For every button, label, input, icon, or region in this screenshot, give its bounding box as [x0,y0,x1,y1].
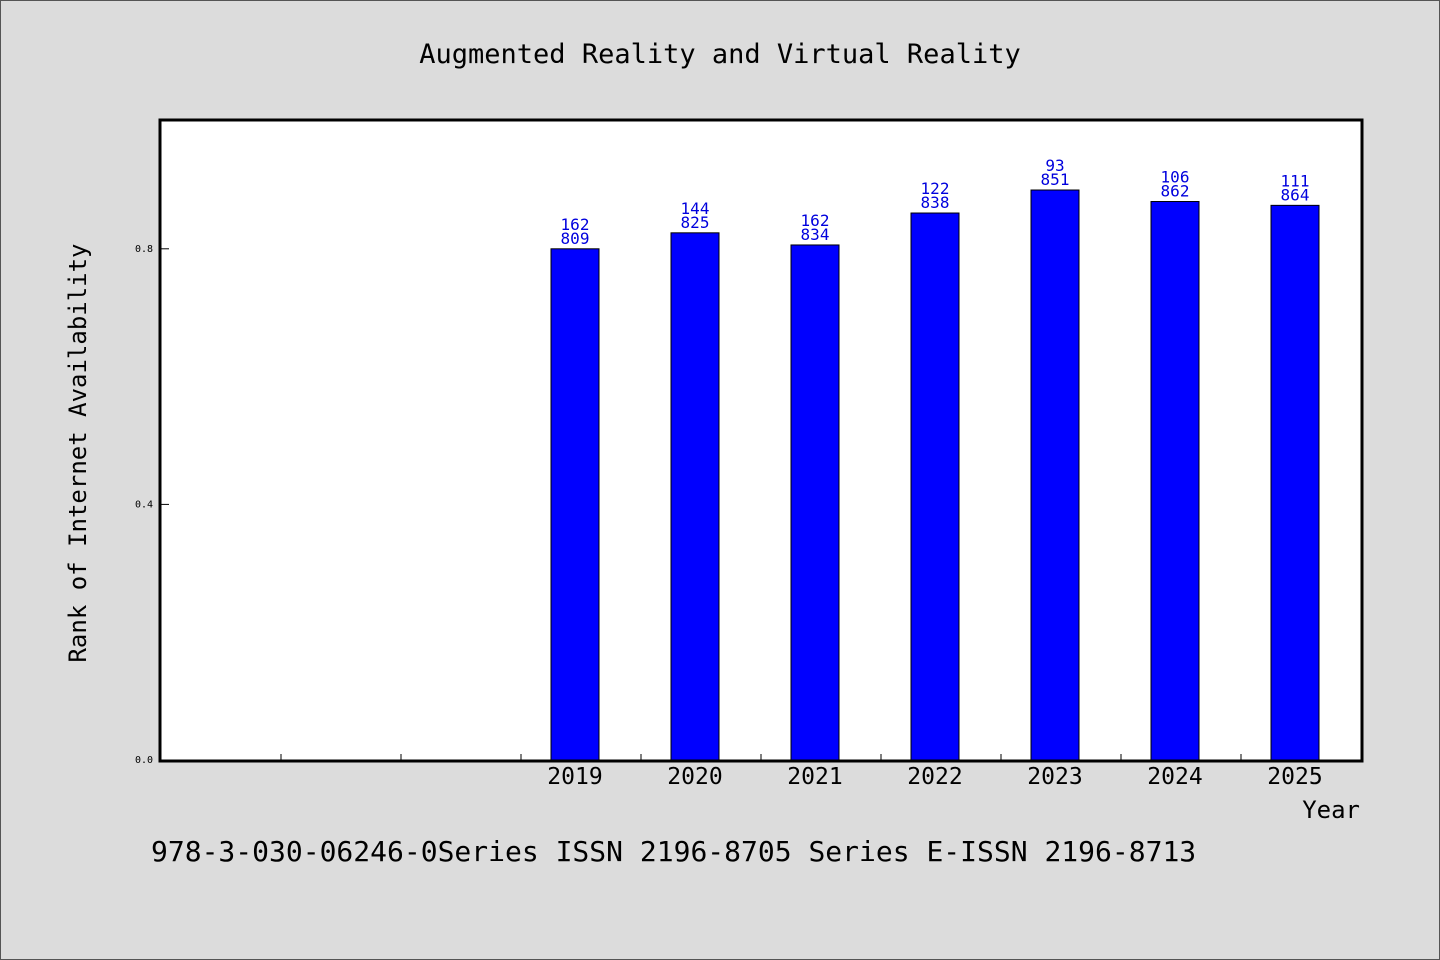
x-axis-title: Year [1302,796,1360,824]
x-tick-label: 2024 [1147,764,1202,790]
footer-isbn-text: 978-3-030-06246-0Series ISSN 2196-8705 S… [151,835,1197,868]
bar-label-top: 144 [681,199,710,218]
bar-label-top: 93 [1045,156,1064,175]
bar-2023 [1030,189,1080,761]
x-tick-label: 2020 [667,764,722,790]
x-tick-label: 2025 [1267,764,1322,790]
bars [550,189,1320,761]
y-tick-label: 0.8 [135,244,153,255]
bar-2024 [1150,201,1200,761]
bar-2022 [910,212,960,761]
x-tick-label: 2022 [907,764,962,790]
bar-2020 [670,232,720,761]
bar-label-bottom: 838 [921,193,950,212]
bar-label-bottom: 809 [561,229,590,248]
y-tick-label: 0.0 [135,755,153,766]
bar-2019 [550,248,600,761]
bar-2021 [790,244,840,761]
axis-ticks: 0.0 0.4 0.8 2019 2020 2021 2022 2023 2024 2025 [135,244,1323,790]
bar-label-top: 162 [801,211,830,230]
x-tick-label: 2023 [1027,764,1082,790]
bar-label-top: 122 [921,179,950,198]
bar-label-top: 106 [1161,168,1190,187]
bar-label-bottom: 834 [801,225,830,244]
bar-label-top: 111 [1281,171,1310,190]
bar-label-top: 162 [561,215,590,234]
bar-label-bottom: 851 [1041,170,1070,189]
y-axis-title: Rank of Internet Availability [64,243,92,662]
y-tick-label: 0.4 [135,499,153,510]
chart-title: Augmented Reality and Virtual Reality [419,39,1020,70]
x-tick-label: 2019 [547,764,602,790]
x-tick-label: 2021 [787,764,842,790]
bar-2025 [1270,204,1320,761]
bar-label-bottom: 864 [1281,185,1310,204]
bar-label-bottom: 825 [681,213,710,232]
bar-label-bottom: 862 [1161,182,1190,201]
